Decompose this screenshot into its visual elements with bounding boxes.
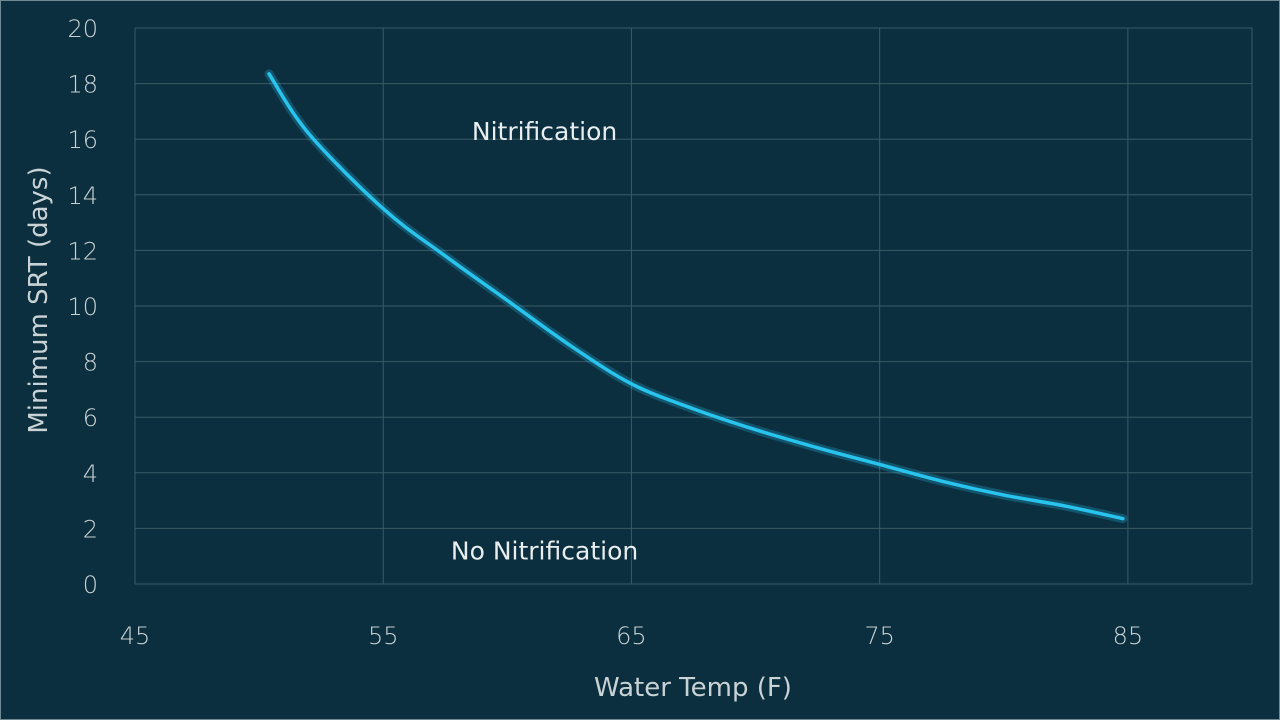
x-tick-label: 65: [616, 622, 647, 650]
y-tick-label: 2: [83, 515, 98, 543]
y-tick-label: 8: [83, 349, 98, 377]
grid: [134, 27, 1253, 585]
x-axis-label: Water Temp (F): [594, 673, 792, 703]
x-tick-label: 75: [864, 622, 895, 650]
y-tick-label: 4: [83, 460, 98, 488]
x-tick-labels: 45 55 65 75 85: [120, 622, 1143, 650]
series-line-glow: [264, 69, 1128, 524]
y-tick-label: 0: [83, 571, 98, 599]
series-line: [267, 72, 1125, 521]
y-tick-label: 16: [67, 126, 98, 154]
y-tick-label: 10: [67, 293, 98, 321]
y-tick-label: 6: [83, 404, 98, 432]
x-tick-label: 45: [120, 622, 151, 650]
y-tick-label: 18: [67, 71, 98, 99]
annotation-nitrification: Nitrification: [472, 117, 617, 146]
y-axis-label: Minimum SRT (days): [24, 166, 54, 433]
x-tick-label: 55: [368, 622, 399, 650]
y-tick-labels: 0 2 4 6 8 10 12 14 16 18 20: [67, 15, 98, 599]
x-tick-label: 85: [1113, 622, 1144, 650]
y-tick-label: 14: [67, 182, 98, 210]
annotation-no-nitrification: No Nitrification: [451, 537, 638, 566]
y-tick-label: 12: [67, 237, 98, 265]
y-tick-label: 20: [67, 15, 98, 43]
